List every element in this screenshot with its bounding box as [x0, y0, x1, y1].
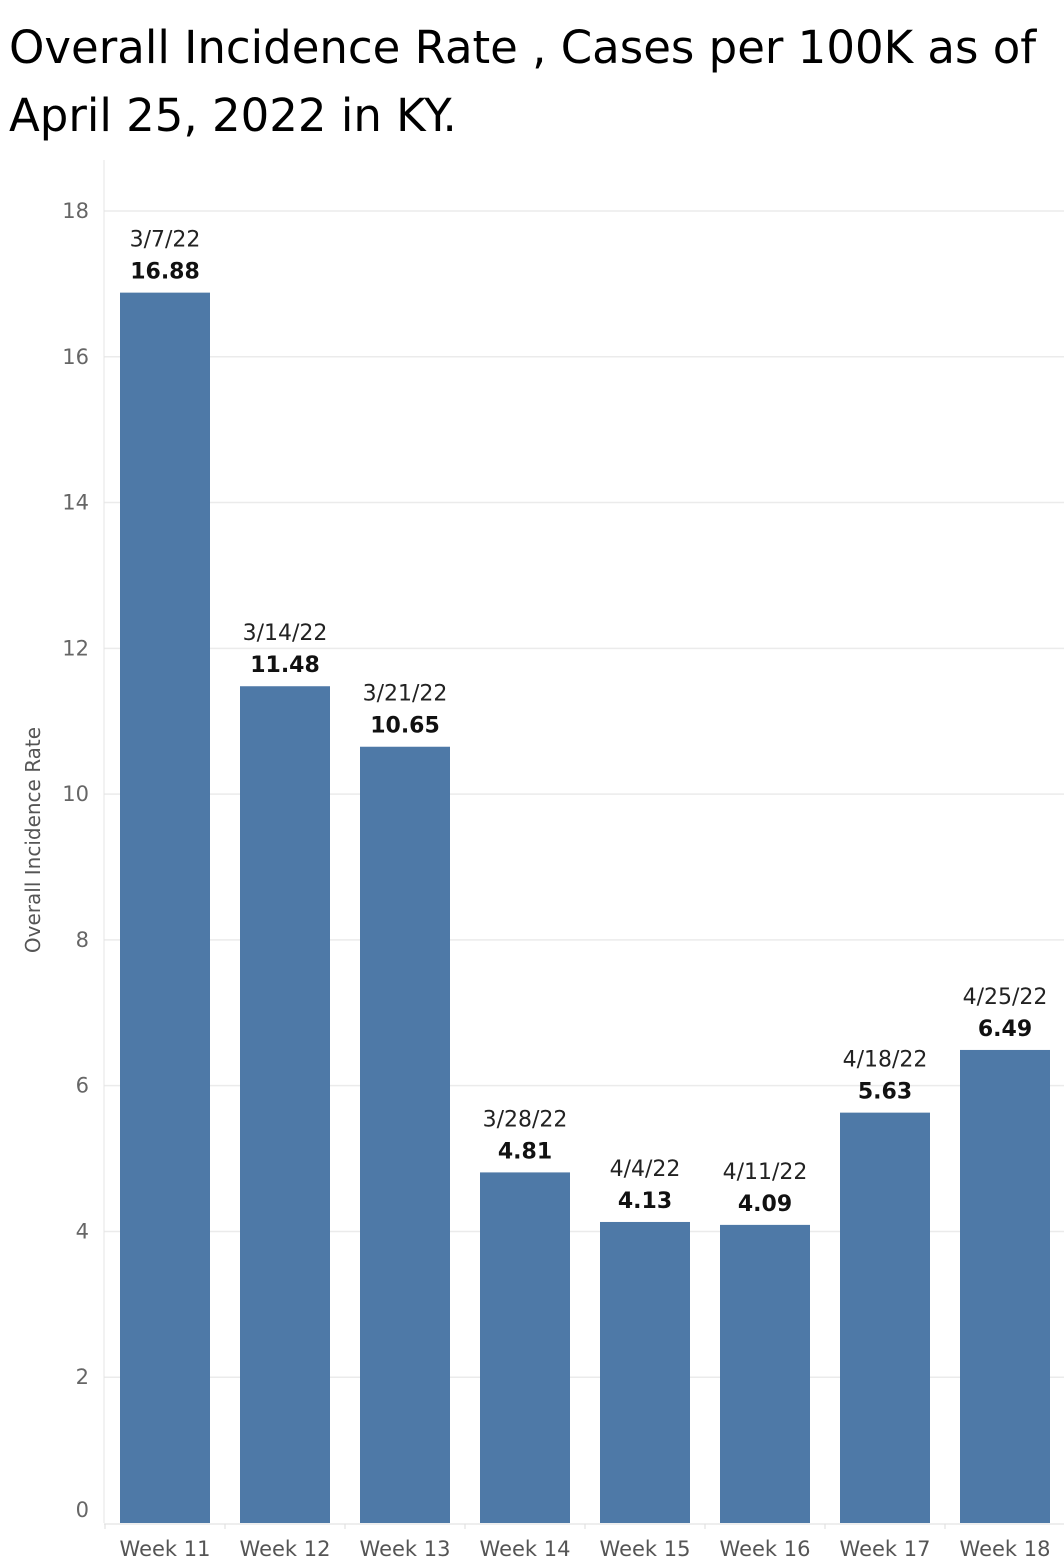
bar-date-label: 4/25/22 — [963, 985, 1048, 1010]
bar-date-label: 4/18/22 — [843, 1048, 928, 1073]
x-tick-label: Week 13 — [360, 1537, 451, 1561]
bar — [720, 1224, 810, 1523]
x-axis-ticks: Week 11 Week 12 Week 13 Week 14 Week 15 Week … — [120, 1537, 1051, 1561]
bar-value-label: 4.81 — [498, 1139, 552, 1164]
axes — [103, 160, 1064, 1529]
bar-value-label: 6.49 — [978, 1017, 1032, 1042]
y-tick-label: 14 — [62, 491, 89, 515]
y-tick-label: 10 — [62, 782, 89, 806]
bar — [480, 1172, 570, 1523]
x-tick-label: Week 12 — [240, 1537, 331, 1561]
y-axis-title: Overall Incidence Rate — [21, 727, 45, 953]
bar — [840, 1112, 930, 1523]
bar-value-label: 10.65 — [370, 714, 440, 739]
x-tick-label: Week 16 — [720, 1537, 811, 1561]
bar-value-label: 4.13 — [618, 1189, 672, 1214]
y-tick-label: 6 — [76, 1074, 89, 1098]
y-tick-label: 2 — [76, 1365, 89, 1389]
x-tick-label: Week 14 — [480, 1537, 571, 1561]
bar-date-label: 4/4/22 — [610, 1157, 681, 1182]
x-tick-label: Week 11 — [120, 1537, 211, 1561]
bar-value-label: 5.63 — [858, 1080, 912, 1105]
y-tick-label: 0 — [76, 1498, 89, 1522]
bar-labels: 3/7/22 16.88 3/14/22 11.48 3/21/22 10.65 3/28/… — [130, 228, 1048, 1217]
bar — [120, 292, 210, 1524]
bar — [360, 746, 450, 1523]
y-axis-ticks: 0 2 4 6 8 10 12 14 16 18 — [62, 199, 89, 1522]
y-tick-label: 16 — [62, 345, 89, 369]
bar — [600, 1221, 690, 1523]
bar-date-label: 3/21/22 — [363, 682, 448, 707]
y-tick-label: 8 — [76, 928, 89, 952]
chart-title: Overall Incidence Rate , Cases per 100K … — [9, 21, 1037, 142]
y-tick-label: 18 — [62, 199, 89, 223]
bar-value-label: 16.88 — [130, 260, 200, 285]
bar-date-label: 4/11/22 — [723, 1160, 808, 1185]
y-tick-label: 4 — [76, 1219, 89, 1243]
bar-date-label: 3/7/22 — [130, 228, 201, 253]
bar-date-label: 3/28/22 — [483, 1107, 568, 1132]
x-tick-label: Week 15 — [600, 1537, 691, 1561]
bar-value-label: 4.09 — [738, 1192, 792, 1217]
bar — [240, 686, 330, 1523]
x-tick-label: Week 18 — [960, 1537, 1051, 1561]
y-tick-label: 12 — [62, 636, 89, 660]
bar-value-label: 11.48 — [250, 653, 320, 678]
bar-date-label: 3/14/22 — [243, 621, 328, 646]
x-tick-label: Week 17 — [840, 1537, 931, 1561]
bars — [120, 292, 1050, 1524]
bar — [960, 1049, 1050, 1523]
